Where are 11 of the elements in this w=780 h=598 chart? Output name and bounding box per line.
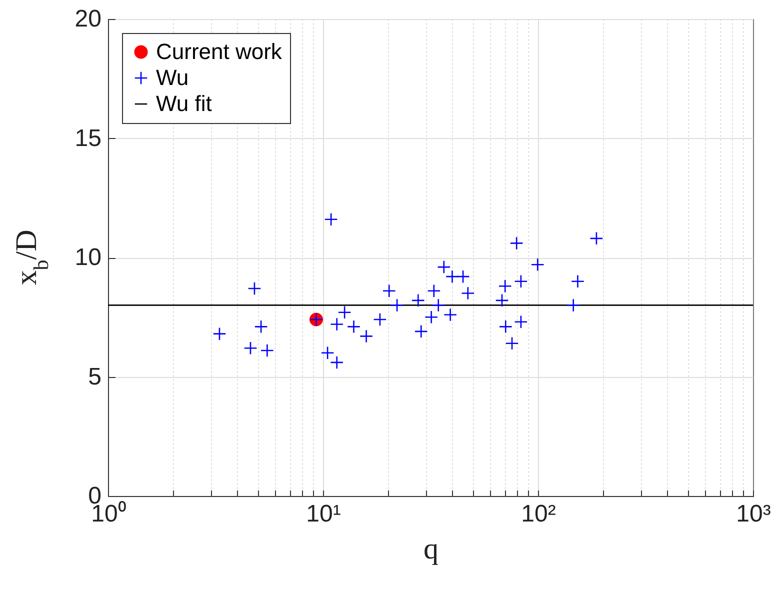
x-axis-title: q <box>424 532 438 566</box>
legend-label: Current work <box>156 39 283 64</box>
legend-label: Wu <box>156 65 189 90</box>
y-tick-label: 15 <box>74 124 102 152</box>
x-tick-label: 10² <box>521 500 556 528</box>
y-tick-label: 20 <box>74 6 102 32</box>
x-tick-label: 10³ <box>736 500 771 528</box>
y-tick-label: 5 <box>88 363 102 390</box>
x-tick-label: 10¹ <box>306 500 341 528</box>
legend-label: Wu fit <box>156 91 212 116</box>
y-tick-label: 10 <box>74 244 102 271</box>
